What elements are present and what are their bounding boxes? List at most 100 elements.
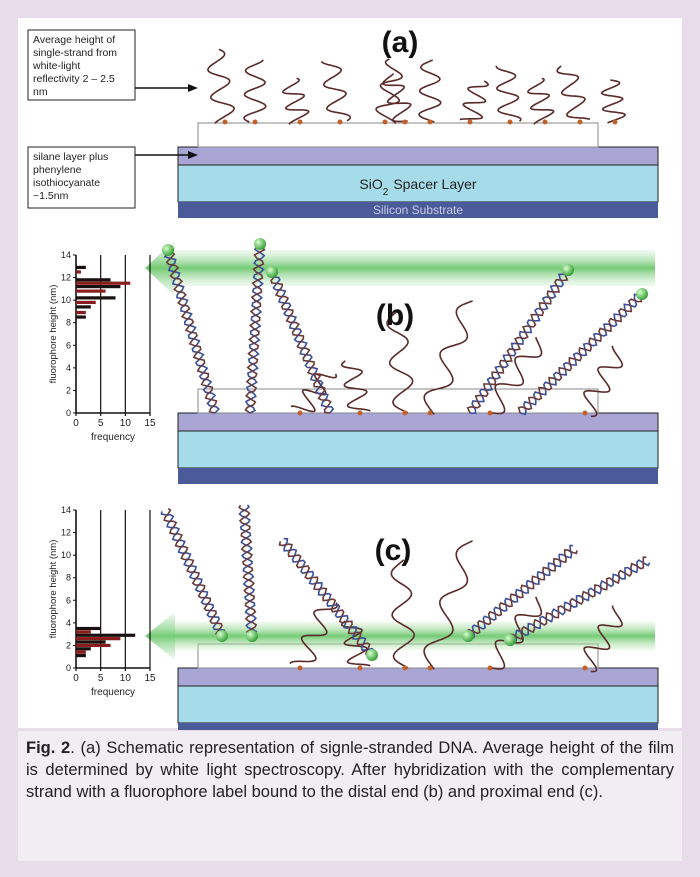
substrate-layer bbox=[178, 468, 658, 484]
note-line: Average height of bbox=[33, 34, 115, 46]
y-tick-label: 2 bbox=[66, 640, 71, 650]
histogram-bar bbox=[76, 627, 101, 630]
anchor bbox=[428, 666, 433, 671]
spacer-layer bbox=[178, 431, 658, 468]
spacer-name: Spacer Layer bbox=[393, 176, 477, 192]
substrate-layer bbox=[178, 723, 658, 730]
y-tick-label: 0 bbox=[66, 408, 71, 418]
purple-layer bbox=[178, 413, 658, 431]
anchor bbox=[583, 411, 588, 416]
caption: Fig. 2. (a) Schematic representation of … bbox=[18, 731, 682, 861]
y-axis-label: fluorophore height (nm) bbox=[48, 285, 59, 384]
fluorophore bbox=[562, 264, 574, 276]
fluorophore bbox=[216, 630, 228, 642]
x-tick-label: 10 bbox=[120, 673, 132, 684]
y-tick-label: 4 bbox=[66, 363, 71, 373]
anchor bbox=[253, 120, 258, 125]
y-tick-label: 8 bbox=[66, 573, 71, 583]
anchor bbox=[298, 120, 303, 125]
anchor bbox=[488, 411, 493, 416]
histogram-bar bbox=[76, 305, 91, 308]
x-tick-label: 0 bbox=[73, 418, 79, 429]
anchor bbox=[428, 120, 433, 125]
histogram-bar bbox=[76, 311, 86, 314]
y-tick-label: 6 bbox=[66, 340, 71, 350]
anchor bbox=[358, 666, 363, 671]
note-line: nm bbox=[33, 86, 48, 98]
fluorophore bbox=[504, 634, 516, 646]
histogram-bar bbox=[76, 266, 86, 269]
anchor bbox=[358, 411, 363, 416]
histogram-bar bbox=[76, 651, 86, 654]
histogram-bar bbox=[76, 290, 106, 293]
note-line: ~1.5nm bbox=[33, 190, 69, 202]
fluorophore bbox=[636, 288, 648, 300]
note-line: silane layer plus bbox=[33, 151, 108, 163]
y-tick-label: 0 bbox=[66, 663, 71, 673]
panel-label: (c) bbox=[375, 534, 412, 567]
spacer-subscript: 2 bbox=[383, 187, 389, 198]
fluorophore bbox=[162, 244, 174, 256]
x-tick-label: 0 bbox=[73, 673, 79, 684]
caption-label: Fig. 2 bbox=[26, 739, 70, 757]
histogram-bar bbox=[76, 270, 81, 273]
anchor bbox=[298, 666, 303, 671]
y-tick-label: 10 bbox=[61, 550, 71, 560]
histogram-bar bbox=[76, 301, 96, 304]
histogram-bar bbox=[76, 285, 120, 288]
x-axis-label: frequency bbox=[91, 432, 135, 443]
histogram-bar bbox=[76, 647, 91, 650]
substrate-label: Silicon Substrate bbox=[373, 203, 463, 217]
purple-layer bbox=[178, 668, 658, 686]
x-tick-label: 10 bbox=[120, 418, 132, 429]
x-axis-label: frequency bbox=[91, 687, 135, 698]
x-tick-label: 15 bbox=[144, 673, 156, 684]
fluorophore bbox=[366, 649, 378, 661]
fluorophore bbox=[254, 238, 266, 250]
histogram-bar bbox=[76, 644, 111, 647]
panel-label: (b) bbox=[376, 299, 414, 332]
histogram-bar bbox=[76, 634, 135, 637]
anchor bbox=[383, 120, 388, 125]
y-tick-label: 10 bbox=[61, 295, 71, 305]
anchor bbox=[403, 120, 408, 125]
anchor bbox=[543, 120, 548, 125]
anchor bbox=[338, 120, 343, 125]
fluorophore bbox=[246, 630, 258, 642]
y-tick-label: 4 bbox=[66, 618, 71, 628]
histogram-bar bbox=[76, 315, 86, 318]
y-tick-label: 14 bbox=[61, 250, 71, 260]
y-axis-label: fluorophore height (nm) bbox=[48, 540, 59, 639]
histogram-bar bbox=[76, 282, 130, 285]
note-line: phenylene bbox=[33, 164, 82, 176]
note-line: single-strand from bbox=[33, 47, 117, 59]
anchor bbox=[428, 411, 433, 416]
histogram-bar bbox=[76, 296, 115, 299]
caption-text: . (a) Schematic representation of signle… bbox=[26, 739, 674, 801]
y-tick-label: 6 bbox=[66, 595, 71, 605]
histogram-bar bbox=[76, 278, 111, 281]
anchor bbox=[488, 666, 493, 671]
anchor bbox=[403, 411, 408, 416]
note-line: reflectivity 2 – 2.5 bbox=[33, 73, 115, 85]
fluorophore bbox=[462, 630, 474, 642]
anchor bbox=[223, 120, 228, 125]
anchor bbox=[403, 666, 408, 671]
light-beam bbox=[175, 250, 655, 286]
note-line: white-light bbox=[32, 60, 80, 72]
histogram-bar bbox=[76, 654, 86, 657]
anchor bbox=[508, 120, 513, 125]
y-tick-label: 2 bbox=[66, 385, 71, 395]
anchor bbox=[578, 120, 583, 125]
spacer-formula: SiO bbox=[359, 176, 382, 192]
panel-label: (a) bbox=[382, 26, 419, 59]
anchor bbox=[613, 120, 618, 125]
spacer-layer bbox=[178, 686, 658, 723]
histogram-bar bbox=[76, 637, 120, 640]
y-tick-label: 12 bbox=[61, 528, 71, 538]
y-tick-label: 12 bbox=[61, 273, 71, 283]
anchor bbox=[583, 666, 588, 671]
x-tick-label: 5 bbox=[98, 418, 104, 429]
histogram-bar bbox=[76, 640, 106, 643]
purple-layer bbox=[178, 147, 658, 165]
